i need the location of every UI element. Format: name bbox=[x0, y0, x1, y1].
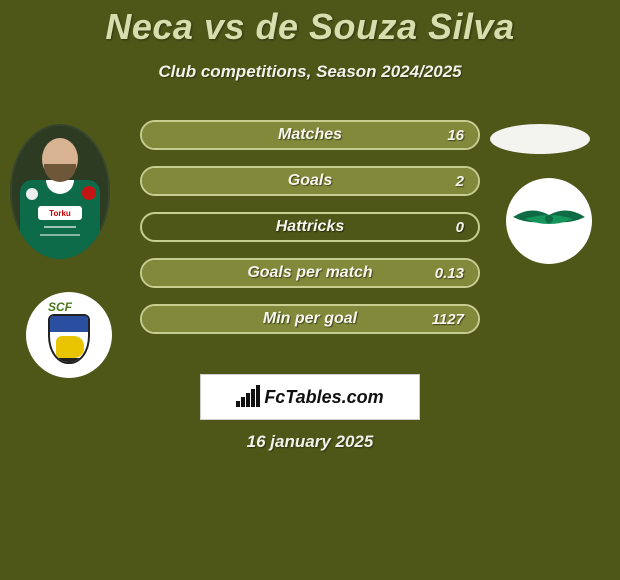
player-left-sponsor: Torku bbox=[38, 206, 82, 220]
page-title: Neca vs de Souza Silva bbox=[0, 0, 620, 48]
stat-value-right: 1127 bbox=[432, 306, 464, 332]
player-left-photo: Torku bbox=[10, 124, 110, 259]
stat-value-right: 2 bbox=[456, 168, 464, 194]
stat-label: Hattricks bbox=[142, 214, 478, 240]
stat-row-matches: Matches 16 bbox=[140, 120, 480, 150]
stat-row-goals-per-match: Goals per match 0.13 bbox=[140, 258, 480, 288]
stat-label: Matches bbox=[142, 122, 478, 148]
snapshot-date: 16 january 2025 bbox=[0, 432, 620, 452]
subtitle: Club competitions, Season 2024/2025 bbox=[0, 62, 620, 82]
fctables-label: FcTables.com bbox=[264, 387, 383, 408]
stat-row-goals: Goals 2 bbox=[140, 166, 480, 196]
player-right-photo bbox=[490, 124, 590, 154]
club-right-wing-icon bbox=[511, 205, 587, 237]
bar-chart-icon bbox=[236, 387, 260, 407]
stat-row-hattricks: Hattricks 0 bbox=[140, 212, 480, 242]
stat-label: Goals per match bbox=[142, 260, 478, 286]
stat-value-right: 0 bbox=[456, 214, 464, 240]
club-right-crest bbox=[506, 178, 592, 264]
stat-label: Min per goal bbox=[142, 306, 478, 332]
stats-panel: Matches 16 Goals 2 Hattricks 0 Goals per… bbox=[140, 120, 480, 350]
club-left-initials: SCF bbox=[48, 300, 72, 314]
club-left-crest: SCF bbox=[26, 292, 112, 378]
stat-value-right: 16 bbox=[447, 122, 464, 148]
fctables-watermark[interactable]: FcTables.com bbox=[200, 374, 420, 420]
stat-label: Goals bbox=[142, 168, 478, 194]
stat-value-right: 0.13 bbox=[435, 260, 464, 286]
stat-row-min-per-goal: Min per goal 1127 bbox=[140, 304, 480, 334]
